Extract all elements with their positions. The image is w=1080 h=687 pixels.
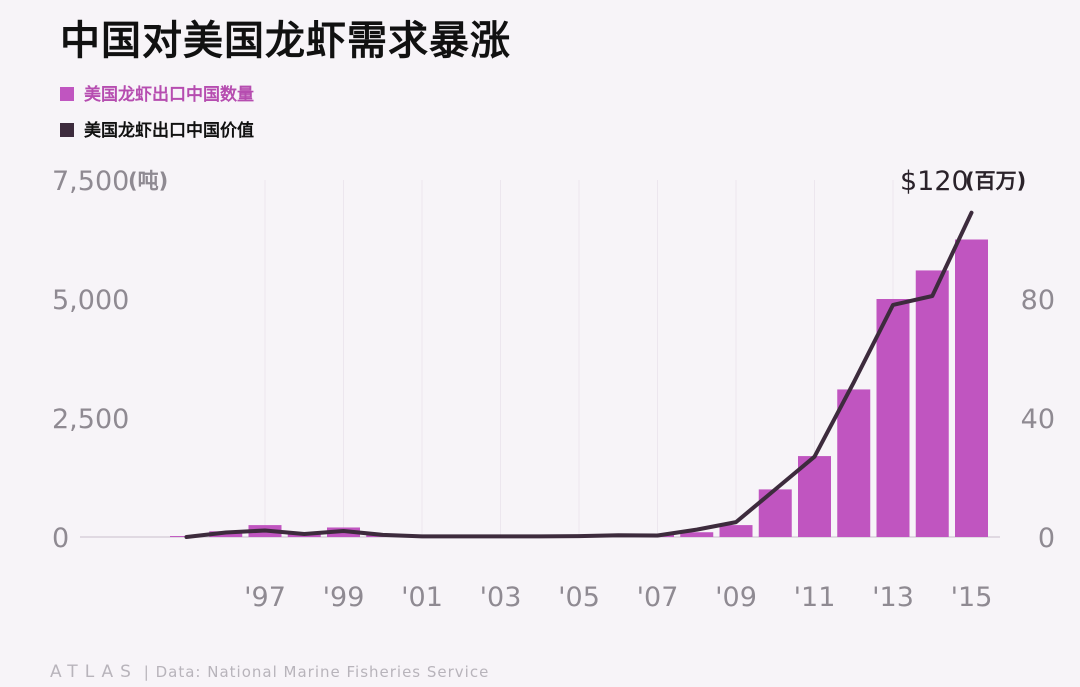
- right-tick-label: 40: [1021, 404, 1055, 435]
- x-tick-label: '05: [558, 582, 600, 613]
- left-axis-unit: (吨): [128, 169, 168, 193]
- value-point-2011: [814, 456, 815, 458]
- value-point-2002: [460, 535, 462, 537]
- value-point-2003: [500, 535, 501, 537]
- value-point-2012: [853, 381, 855, 383]
- legend-item-quantity: 美国龙虾出口中国数量: [60, 80, 254, 105]
- value-point-2010: [774, 488, 776, 490]
- chart-title: 中国对美国龙虾需求暴涨: [60, 18, 511, 64]
- left-tick-label: 0: [52, 523, 69, 554]
- x-tick-label: '01: [401, 582, 443, 613]
- bar-2015: [955, 239, 988, 537]
- left-tick-label: 2,500: [52, 404, 129, 435]
- left-axis-top-label: 7,500: [52, 166, 129, 197]
- value-point-2005: [578, 535, 580, 537]
- brand-logo: ATLAS: [50, 662, 138, 682]
- legend-swatch-quantity: [60, 87, 74, 101]
- legend-label-quantity: 美国龙虾出口中国数量: [84, 85, 254, 105]
- value-point-1998: [303, 533, 305, 535]
- left-tick-label: 5,000: [52, 285, 129, 316]
- x-tick-label: '07: [637, 582, 679, 613]
- value-point-2009: [735, 521, 737, 523]
- x-tick-label: '15: [951, 582, 993, 613]
- x-tick-label: '03: [480, 582, 522, 613]
- value-point-2004: [539, 535, 541, 537]
- source-note: Data: National Marine Fisheries Service: [155, 663, 490, 681]
- value-point-2007: [657, 535, 658, 537]
- legend-swatch-value: [60, 123, 74, 137]
- value-point-2013: [892, 304, 894, 306]
- x-tick-label: '99: [323, 582, 365, 613]
- bar-2014: [915, 270, 949, 537]
- bar-2012: [837, 389, 871, 537]
- value-point-2001: [421, 535, 423, 537]
- x-tick-label: '13: [872, 582, 914, 613]
- value-point-1999: [343, 530, 344, 532]
- bar-2008: [680, 532, 714, 537]
- value-point-2006: [617, 534, 619, 536]
- footer-source: ATLAS | Data: National Marine Fisheries …: [50, 662, 489, 682]
- right-axis-top-label: $120: [900, 166, 969, 197]
- value-point-1996: [225, 532, 227, 534]
- x-tick-label: '11: [794, 582, 836, 613]
- footer-separator: |: [143, 663, 150, 681]
- bar-2009: [719, 525, 753, 537]
- value-point-1997: [264, 529, 266, 531]
- right-tick-label: 80: [1021, 285, 1055, 316]
- right-axis-unit: (百万): [965, 169, 1026, 193]
- value-point-2014: [931, 295, 933, 297]
- x-tick-label: '09: [715, 582, 757, 613]
- value-point-2015: [971, 212, 972, 214]
- legend-label-value: 美国龙虾出口中国价值: [84, 121, 254, 141]
- x-tick-label: '97: [244, 582, 286, 613]
- value-point-1995: [186, 536, 187, 538]
- bar-2011: [798, 456, 831, 537]
- value-point-2008: [696, 529, 698, 531]
- legend-item-value: 美国龙虾出口中国价值: [60, 116, 254, 141]
- bar-2013: [876, 299, 910, 537]
- value-point-2000: [382, 534, 384, 536]
- right-tick-label: 0: [1038, 523, 1055, 554]
